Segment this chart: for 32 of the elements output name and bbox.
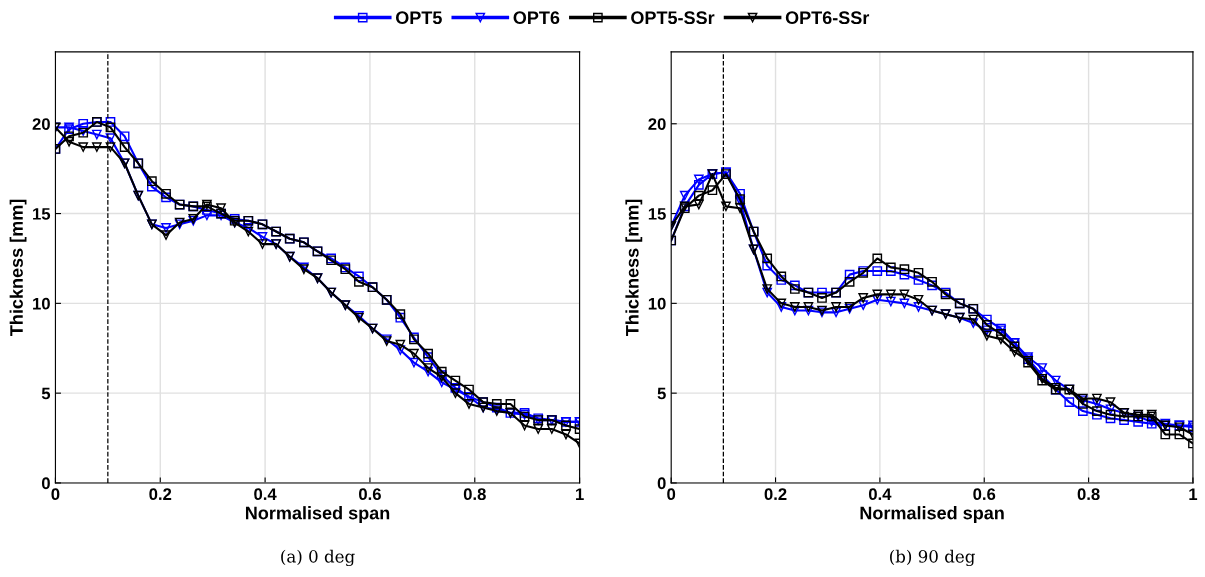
y-tick-label: 15	[33, 208, 51, 220]
x-axis-title: Normalised span	[245, 506, 390, 523]
x-tick-label: 0.2	[764, 488, 787, 501]
y-axis-title: Thickness [mm]	[9, 199, 27, 336]
legend-label: OPT5-SSr	[631, 11, 715, 25]
x-tick-label: 1	[1189, 488, 1198, 500]
text: (b) 90 deg	[890, 549, 975, 567]
y-tick-label: 0	[41, 477, 50, 490]
y-tick-label: 15	[648, 208, 666, 220]
x-tick-label: 0.8	[463, 488, 486, 501]
x-tick-label: 0	[667, 488, 676, 501]
y-tick-label: 20	[648, 118, 666, 130]
x-tick-label: 0.8	[1077, 488, 1100, 501]
y-tick-label: 10	[648, 297, 666, 310]
x-tick-label: 0.6	[973, 488, 996, 501]
legend-label: OPT5	[395, 11, 442, 25]
x-tick-label: 0.4	[254, 488, 277, 501]
x-tick-label: 0	[51, 488, 60, 501]
x-tick-label: 0.4	[868, 488, 892, 501]
y-axis-title: Thickness [mm]	[625, 199, 643, 336]
legend-label: OPT6-SSr	[785, 11, 870, 25]
x-tick-label: 1	[576, 488, 584, 500]
x-axis-title: Normalised span	[860, 506, 1004, 523]
text: (a) 0 deg	[281, 549, 355, 567]
y-tick-label: 20	[32, 118, 50, 130]
legend-label: OPT6	[513, 11, 560, 25]
y-tick-label: 5	[41, 387, 51, 400]
y-tick-label: 5	[657, 387, 666, 400]
y-tick-label: 0	[657, 477, 666, 490]
x-tick-label: 0.2	[149, 488, 172, 501]
y-tick-label: 10	[33, 297, 50, 310]
x-tick-label: 0.6	[359, 488, 381, 501]
